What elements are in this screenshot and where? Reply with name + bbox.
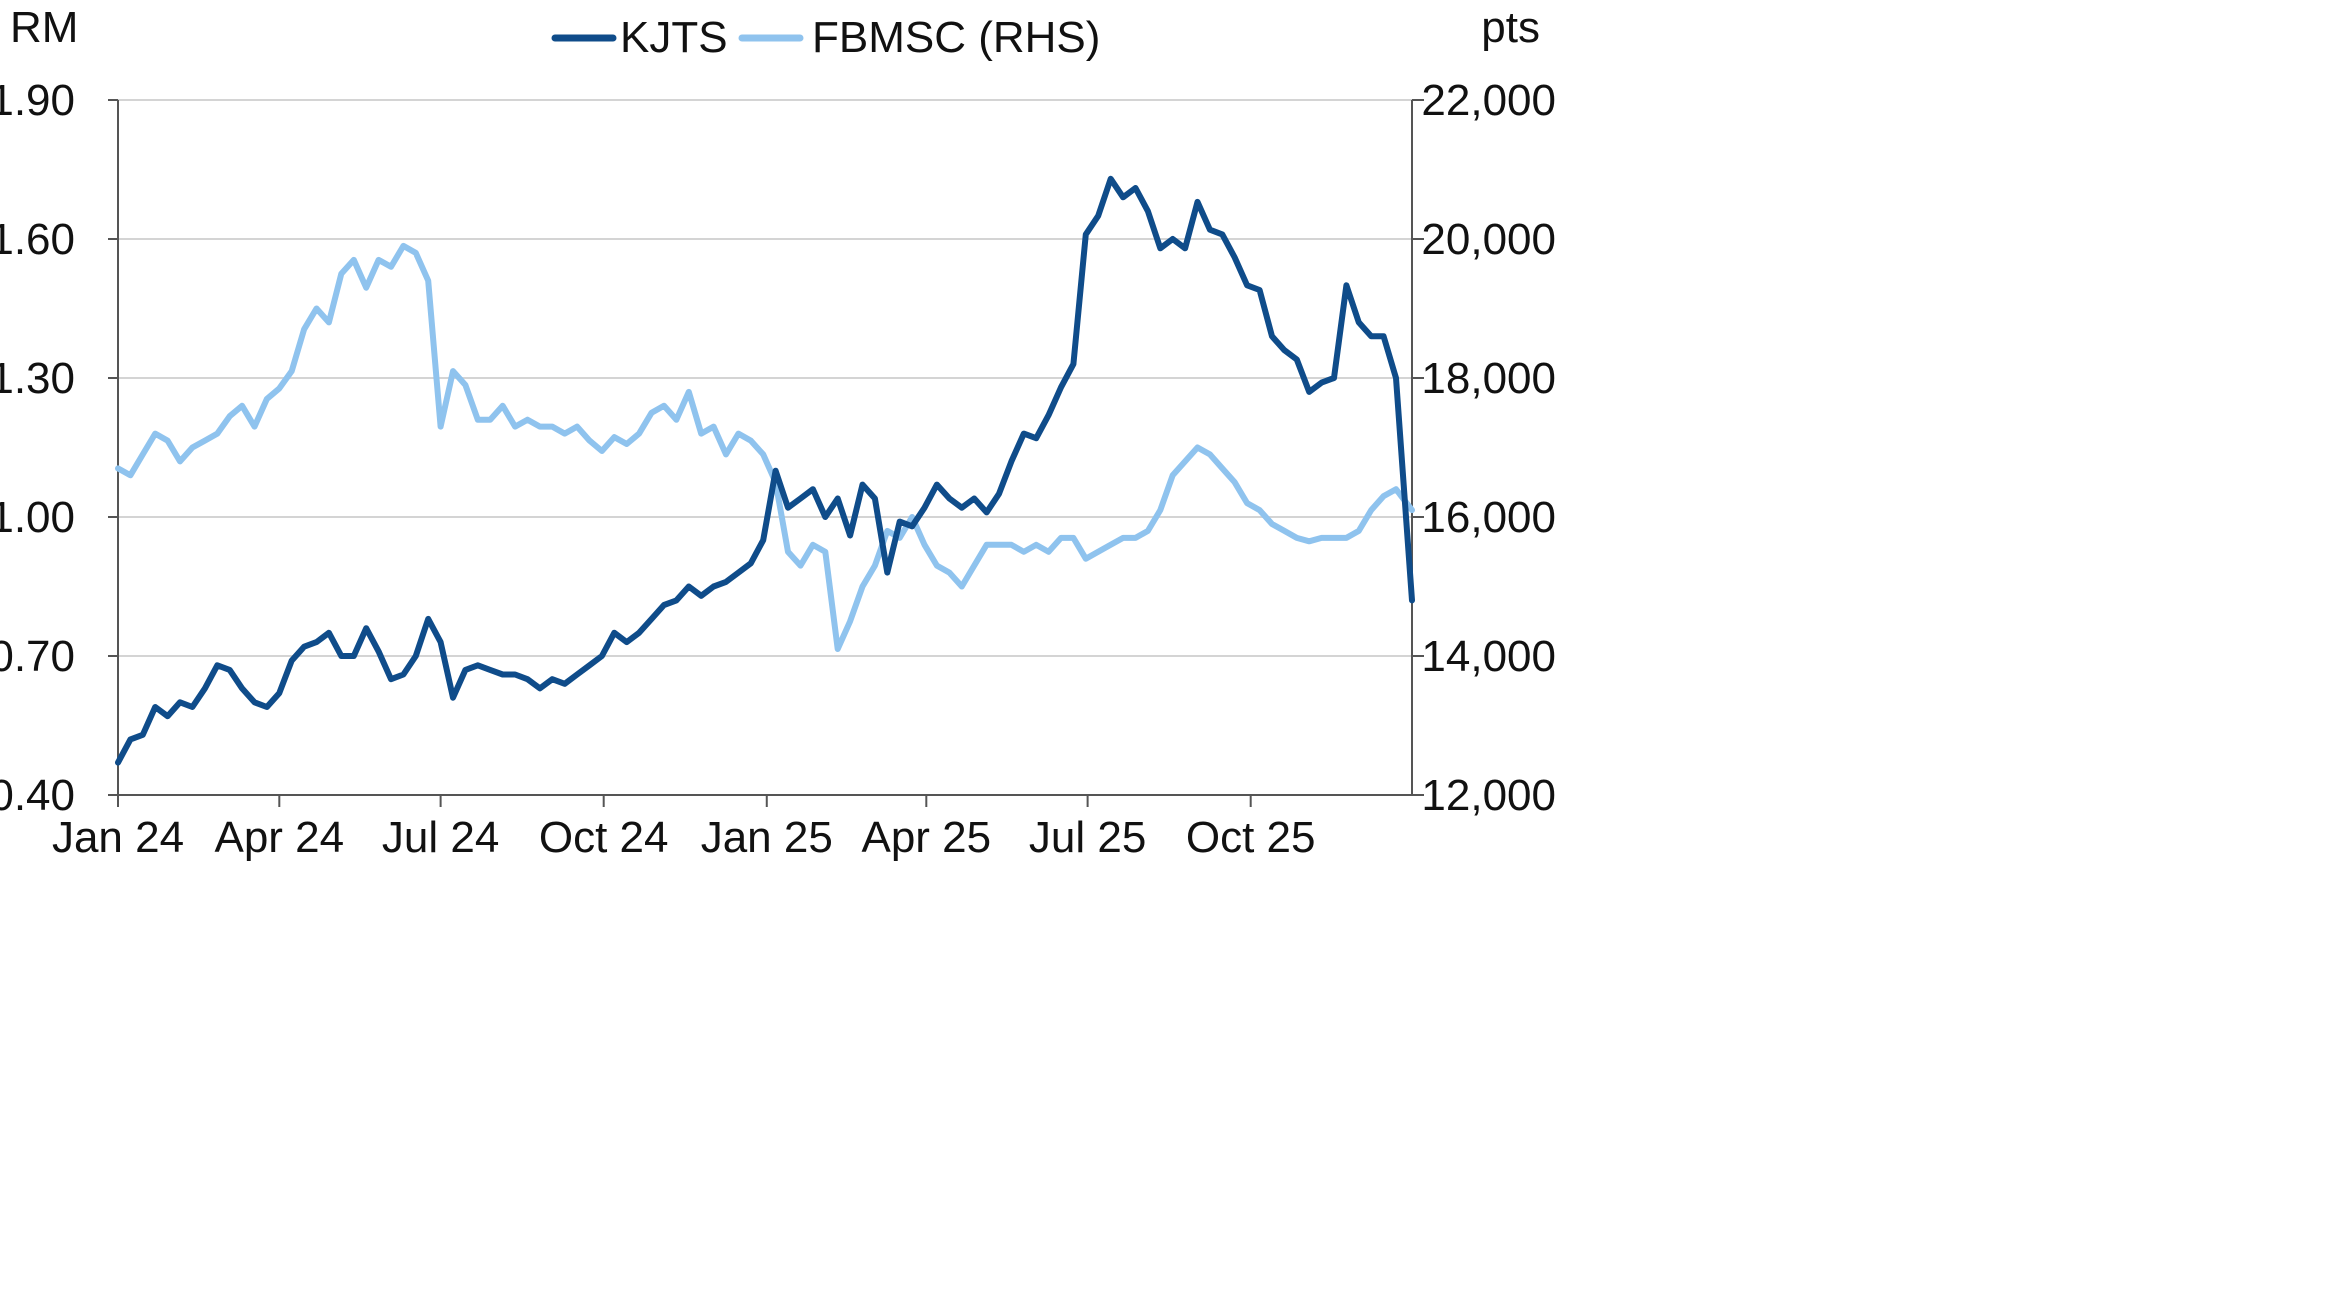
x-tick-label: Jan 25 xyxy=(701,813,833,862)
x-tick-label: Oct 25 xyxy=(1186,813,1316,862)
left-axis-ticks: 0.40 0.70 1.00 1.30 1.60 1.90 xyxy=(0,76,118,820)
series-line-kjts xyxy=(115,175,1415,766)
x-tick-label: Oct 24 xyxy=(539,813,669,862)
series-layer xyxy=(115,175,1415,766)
right-tick-label: 14,000 xyxy=(1421,632,1556,681)
legend: KJTS FBMSC (RHS) xyxy=(551,13,1100,62)
left-tick-label: 1.60 xyxy=(0,215,75,264)
left-tick-label: 1.00 xyxy=(0,493,75,542)
x-tick-label: Apr 25 xyxy=(861,813,991,862)
legend-label-fbmsc: FBMSC (RHS) xyxy=(812,13,1100,62)
legend-label-kjts: KJTS xyxy=(620,13,728,62)
axes xyxy=(117,100,1413,796)
right-axis-unit: pts xyxy=(1481,3,1540,52)
right-axis-ticks: 12,000 14,000 16,000 18,000 20,000 22,000 xyxy=(1412,76,1556,820)
left-tick-label: 0.70 xyxy=(0,632,75,681)
left-axis-unit: RM xyxy=(10,3,78,52)
x-tick-label: Jul 24 xyxy=(382,813,499,862)
x-tick-label: Apr 24 xyxy=(214,813,344,862)
series-line-fbmsc xyxy=(115,242,1415,652)
x-tick-label: Jul 25 xyxy=(1029,813,1146,862)
x-axis-ticks: Jan 24 Apr 24 Jul 24 Oct 24 Jan 25 Apr 25 Jul … xyxy=(52,795,1316,862)
right-tick-label: 18,000 xyxy=(1421,354,1556,403)
left-tick-label: 1.30 xyxy=(0,354,75,403)
right-tick-label: 16,000 xyxy=(1421,493,1556,542)
left-tick-label: 0.40 xyxy=(0,771,75,820)
gridlines xyxy=(118,99,1412,657)
right-tick-label: 22,000 xyxy=(1421,76,1556,125)
right-tick-label: 12,000 xyxy=(1421,771,1556,820)
right-tick-label: 20,000 xyxy=(1421,215,1556,264)
left-tick-label: 1.90 xyxy=(0,76,75,125)
x-tick-label: Jan 24 xyxy=(52,813,184,862)
